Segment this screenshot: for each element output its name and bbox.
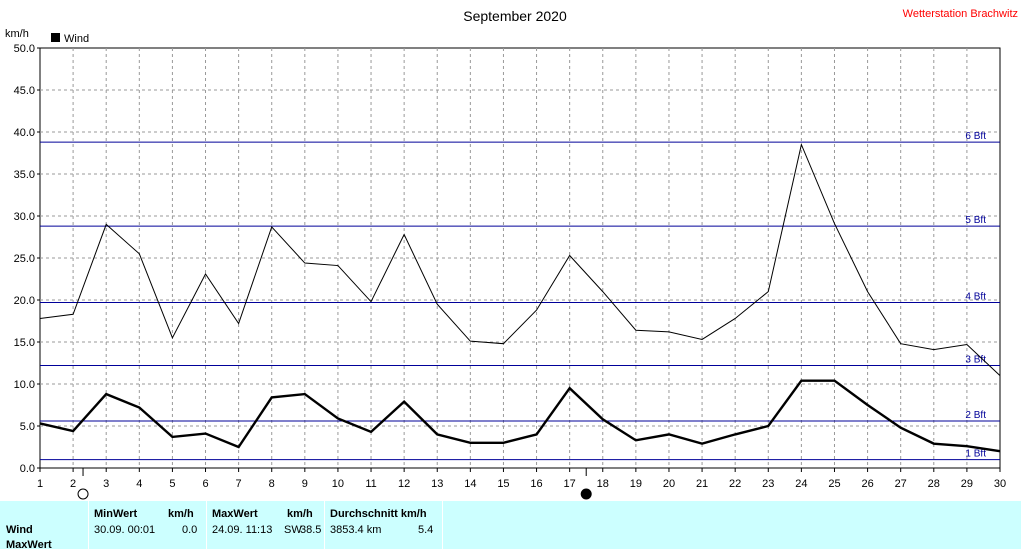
- x-tick-label: 15: [497, 478, 509, 490]
- y-tick-label: 50.0: [14, 43, 35, 55]
- x-tick-label: 23: [762, 478, 774, 490]
- y-tick-label: 0.0: [20, 463, 35, 475]
- x-tick-label: 14: [464, 478, 476, 490]
- day-markers: [77, 468, 592, 500]
- min-time: 30.09. 00:01: [94, 524, 156, 536]
- beaufort-label: 5 Bft: [965, 215, 986, 226]
- wind-chart: September 2020 Wetterstation Brachwitz k…: [5, 8, 1018, 500]
- beaufort-label: 6 Bft: [965, 131, 986, 142]
- y-tick-label: 40.0: [14, 127, 35, 139]
- beaufort-lines: 1 Bft 2 Bft 3 Bft 4 Bft 5 Bft 6 Bft: [40, 131, 1000, 461]
- x-tick-label: 30: [994, 478, 1006, 490]
- max-unit-header: km/h: [287, 508, 313, 520]
- x-tick-label: 7: [236, 478, 242, 490]
- x-tick-label: 17: [564, 478, 576, 490]
- y-tick-label: 20.0: [14, 295, 35, 307]
- x-tick-label: 4: [136, 478, 142, 490]
- beaufort-label: 2 Bft: [965, 410, 986, 421]
- x-tick-label: 16: [530, 478, 542, 490]
- separator: [324, 501, 325, 549]
- chart-title: September 2020: [463, 8, 567, 24]
- min-header: MinWert: [94, 508, 138, 520]
- row-label-maxwert: MaxWert: [6, 539, 52, 551]
- avg-value: 5.4: [418, 524, 434, 536]
- max-time: 24.09. 11:13: [212, 524, 273, 536]
- separator: [442, 501, 443, 549]
- x-tick-label: 11: [365, 478, 376, 490]
- x-tick-label: 12: [398, 478, 410, 490]
- grid: [40, 48, 1000, 468]
- x-tick-label: 10: [332, 478, 344, 490]
- x-tick-label: 19: [630, 478, 642, 490]
- max-value: 38.5: [300, 524, 322, 536]
- min-unit-header: km/h: [168, 508, 194, 520]
- full-moon-icon: [580, 488, 592, 500]
- y-tick-label: 45.0: [14, 85, 35, 97]
- min-value: 0.0: [182, 524, 198, 536]
- beaufort-label: 3 Bft: [965, 355, 986, 366]
- x-tick-label: 6: [202, 478, 208, 490]
- y-axis-label: km/h: [5, 28, 29, 40]
- avg-distance: 3853.4 km: [330, 524, 382, 536]
- x-tick-label: 1: [37, 478, 43, 490]
- x-tick-label: 29: [961, 478, 973, 490]
- legend-label: Wind: [64, 33, 89, 45]
- x-tick-label: 5: [169, 478, 175, 490]
- x-tick-label: 27: [895, 478, 907, 490]
- y-tick-label: 5.0: [20, 421, 35, 433]
- x-tick-label: 9: [302, 478, 308, 490]
- x-tick-label: 22: [729, 478, 741, 490]
- x-tick-label: 20: [663, 478, 675, 490]
- max-direction: SW: [284, 524, 302, 536]
- row-label-wind: Wind: [6, 524, 33, 536]
- y-tick-label: 25.0: [14, 253, 35, 265]
- beaufort-label: 1 Bft: [965, 449, 986, 460]
- average-series-line: [39, 379, 1001, 453]
- y-tick-label: 30.0: [14, 211, 35, 223]
- new-moon-icon: [77, 488, 89, 500]
- axis-ticks: 0.0 5.0 10.0 15.0 20.0 25.0 30.0 35.0 40.0 45.0 50…: [14, 43, 1007, 490]
- y-tick-label: 35.0: [14, 169, 35, 181]
- x-tick-label: 24: [795, 478, 807, 490]
- beaufort-label: 4 Bft: [965, 292, 986, 303]
- x-tick-label: 26: [861, 478, 873, 490]
- x-tick-label: 13: [431, 478, 443, 490]
- x-tick-label: 28: [928, 478, 940, 490]
- x-tick-label: 18: [597, 478, 609, 490]
- station-name: Wetterstation Brachwitz: [903, 8, 1018, 20]
- series-lines: [39, 142, 1001, 453]
- separator: [88, 501, 89, 549]
- gust-series-line: [39, 142, 1001, 376]
- y-tick-label: 15.0: [14, 337, 35, 349]
- x-tick-label: 3: [103, 478, 109, 490]
- x-tick-label: 25: [828, 478, 840, 490]
- x-tick-label: 21: [696, 478, 708, 490]
- x-tick-label: 8: [269, 478, 275, 490]
- summary-panel: Wind MaxWert MinWert km/h 30.09. 00:01 0…: [0, 501, 1021, 551]
- separator: [206, 501, 207, 549]
- x-tick-label: 2: [70, 478, 76, 490]
- y-tick-label: 10.0: [14, 379, 35, 391]
- max-header: MaxWert: [212, 508, 258, 520]
- legend-swatch: [51, 33, 60, 42]
- avg-header: Durchschnitt km/h: [330, 508, 427, 520]
